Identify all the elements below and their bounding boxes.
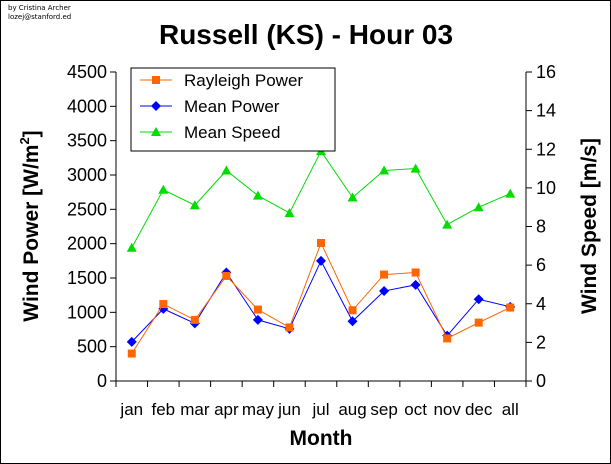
mean-speed-point bbox=[410, 163, 421, 173]
mean-speed-point bbox=[379, 165, 390, 175]
x-tick-label: jul bbox=[311, 400, 329, 419]
y2-tick-label: 2 bbox=[536, 332, 546, 352]
mean-power-point bbox=[316, 255, 326, 266]
mean-speed-point bbox=[442, 219, 453, 229]
mean-power-point bbox=[410, 279, 421, 290]
y2-tick-label: 6 bbox=[536, 255, 546, 275]
rayleigh-power-point bbox=[380, 270, 389, 279]
legend-label-rayleigh-power: Rayleigh Power bbox=[184, 71, 303, 90]
legend-box bbox=[130, 67, 336, 152]
tick-layer: 0 500 1000 1500 2000 2500 3000 3500 4000 4500 0 2 4 6… bbox=[67, 62, 556, 419]
mean-speed-point bbox=[158, 184, 169, 194]
y-tick-label: 2500 bbox=[67, 199, 107, 219]
mean-speed-point bbox=[221, 165, 232, 175]
rayleigh-power-point bbox=[443, 334, 452, 343]
mean-speed-line bbox=[131, 150, 511, 248]
y-axis-label-end: ] bbox=[20, 130, 43, 137]
x-tick-label: oct bbox=[404, 400, 427, 419]
mean-speed-point bbox=[126, 242, 137, 252]
x-tick-label: sep bbox=[370, 400, 397, 419]
y-tick-label: 1500 bbox=[67, 268, 107, 288]
mean-power-line bbox=[131, 259, 511, 343]
x-tick-label: jan bbox=[119, 400, 143, 419]
mean-power-point bbox=[473, 294, 484, 305]
rayleigh-power-point bbox=[159, 300, 168, 309]
series-layer bbox=[126, 146, 516, 358]
y-axis-label-main: Wind Power [W/m bbox=[20, 145, 43, 322]
mean-speed-point bbox=[505, 188, 516, 198]
x-tick-label: may bbox=[242, 400, 275, 419]
credit-line-1: by Cristina Archer bbox=[8, 4, 71, 12]
x-tick-label: feb bbox=[151, 400, 175, 419]
rayleigh-power-point bbox=[285, 323, 294, 332]
mean-speed-point bbox=[473, 202, 484, 212]
x-tick-label: aug bbox=[338, 400, 366, 419]
rayleigh-power-point bbox=[127, 349, 136, 358]
legend-label-mean-power: Mean Power bbox=[184, 97, 280, 116]
mean-speed-point bbox=[284, 207, 295, 217]
x-tick-label: dec bbox=[465, 400, 493, 419]
rayleigh-power-point bbox=[474, 318, 483, 327]
mean-power-point bbox=[252, 314, 263, 325]
mean-speed-point bbox=[252, 190, 263, 200]
rayleigh-power-point bbox=[222, 271, 231, 280]
x-tick-label: nov bbox=[433, 400, 461, 419]
y-tick-label: 3500 bbox=[67, 131, 107, 151]
x-tick-label: apr bbox=[214, 400, 239, 419]
y-tick-label: 4000 bbox=[67, 96, 107, 116]
credit-text: by Cristina Archer lozej@stanford.ed bbox=[8, 4, 71, 22]
y-tick-label: 2000 bbox=[67, 234, 107, 254]
x-tick-label: all bbox=[502, 400, 519, 419]
y2-tick-label: 12 bbox=[536, 139, 556, 159]
y2-tick-label: 8 bbox=[536, 217, 546, 237]
rayleigh-power-point bbox=[348, 306, 357, 315]
mean-speed-point bbox=[189, 200, 200, 210]
rayleigh-power-point bbox=[411, 268, 420, 277]
legend: Rayleigh Power Mean Power Mean Speed bbox=[130, 67, 336, 152]
x-tick-label: jun bbox=[277, 400, 301, 419]
y-tick-label: 4500 bbox=[67, 62, 107, 82]
y2-tick-label: 0 bbox=[536, 371, 546, 391]
y-tick-label: 500 bbox=[77, 337, 107, 357]
y-tick-label: 3000 bbox=[67, 165, 107, 185]
y-tick-label: 0 bbox=[97, 371, 107, 391]
mean-power-point bbox=[126, 336, 137, 347]
legend-marker-mean-power bbox=[151, 101, 161, 111]
legend-marker-mean-speed bbox=[151, 127, 161, 136]
x-tick-label: mar bbox=[180, 400, 210, 419]
y-tick-label: 1000 bbox=[67, 302, 107, 322]
y-axis-label-sup: 2 bbox=[17, 137, 32, 144]
rayleigh-power-point bbox=[506, 303, 515, 312]
mean-power-point bbox=[379, 286, 390, 297]
mean-speed-point bbox=[347, 192, 358, 202]
rayleigh-power-point bbox=[253, 305, 262, 314]
x-axis-label: Month bbox=[290, 427, 353, 450]
chart-title: Russell (KS) - Hour 03 bbox=[159, 19, 453, 50]
legend-marker-rayleigh-power bbox=[152, 76, 160, 84]
y2-tick-label: 14 bbox=[536, 101, 556, 121]
y-axis-label: Wind Power [W/m2] bbox=[17, 130, 43, 321]
y2-axis-label: Wind Speed [m/s] bbox=[578, 138, 601, 314]
rayleigh-power-point bbox=[317, 238, 325, 247]
rayleigh-power-point bbox=[190, 315, 199, 324]
y2-tick-label: 10 bbox=[536, 178, 556, 198]
credit-line-2: lozej@stanford.ed bbox=[8, 13, 72, 21]
y2-tick-label: 16 bbox=[536, 62, 556, 82]
legend-label-mean-speed: Mean Speed bbox=[184, 123, 280, 142]
y2-tick-label: 4 bbox=[536, 294, 546, 314]
mean-power-point bbox=[347, 316, 358, 327]
